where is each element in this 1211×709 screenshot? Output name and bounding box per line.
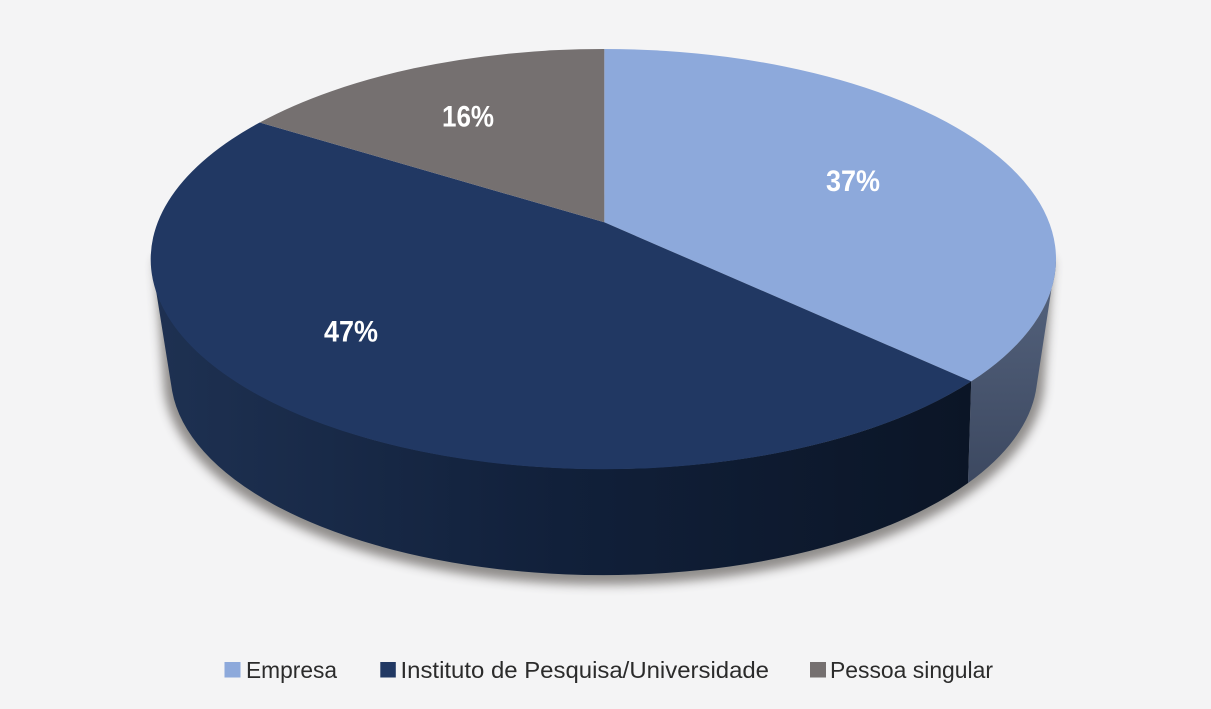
svg-text:Pessoa singular: Pessoa singular (830, 657, 993, 683)
svg-text:16%: 16% (442, 101, 494, 134)
svg-text:47%: 47% (324, 316, 378, 349)
svg-text:Empresa: Empresa (246, 657, 337, 683)
svg-text:Instituto de Pesquisa/Universi: Instituto de Pesquisa/Universidade (401, 657, 770, 683)
svg-text:37%: 37% (826, 165, 880, 198)
